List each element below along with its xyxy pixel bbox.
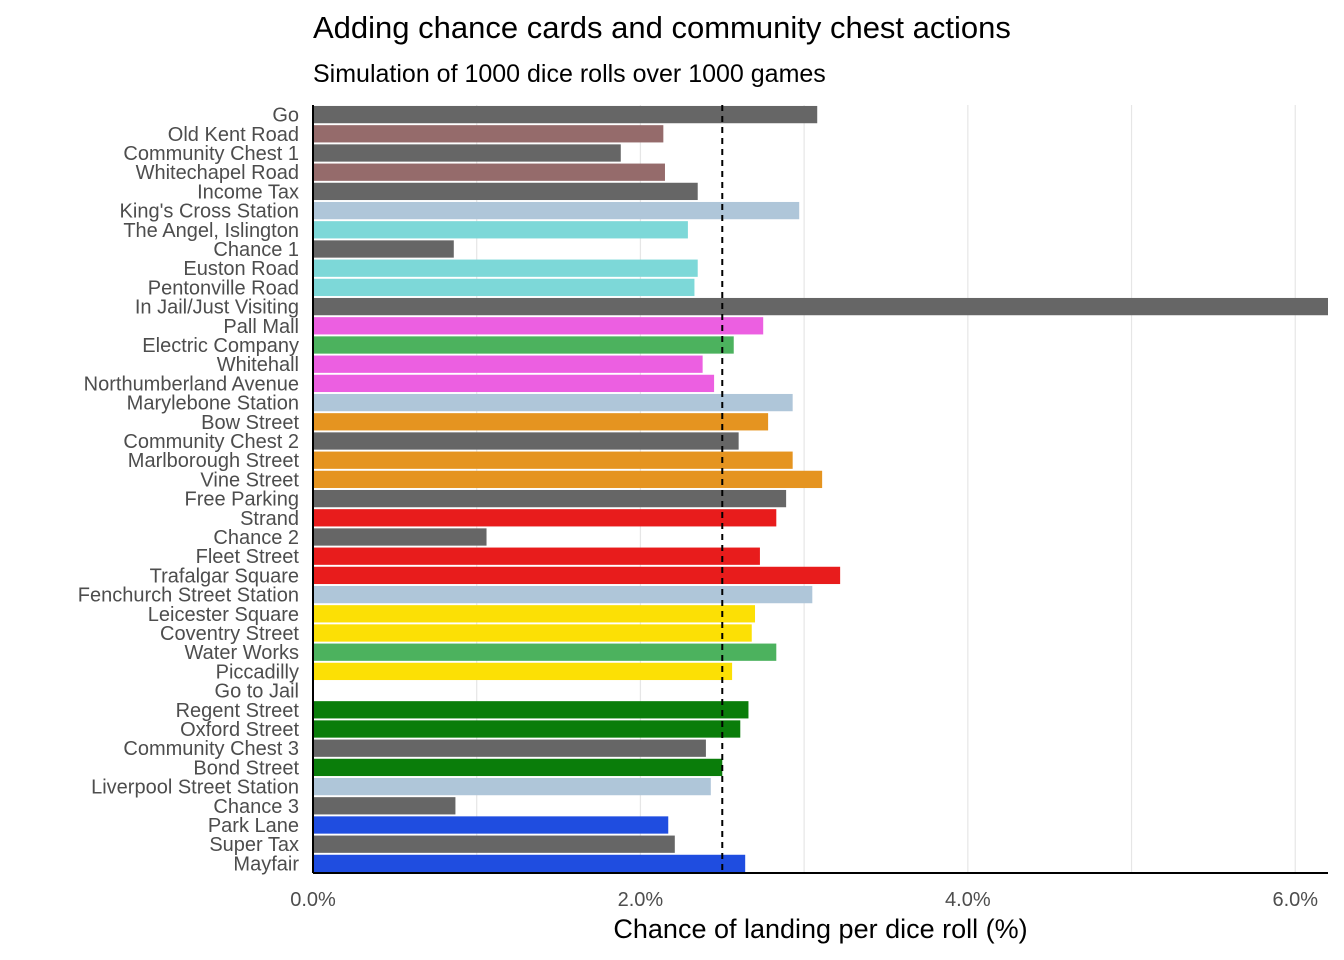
bar: [313, 105, 818, 124]
category-label: Leicester Square: [148, 604, 299, 626]
category-label: Electric Company: [142, 335, 299, 357]
category-label: Super Tax: [209, 834, 299, 856]
bar: [313, 758, 723, 777]
bar: [313, 470, 823, 489]
category-label: Income Tax: [197, 181, 299, 203]
bar: [313, 317, 764, 335]
category-label: Oxford Street: [180, 719, 299, 741]
bar: [313, 739, 706, 757]
category-label: The Angel, Islington: [123, 220, 299, 242]
chart-title: Adding chance cards and community chest …: [313, 10, 1011, 45]
category-label: Park Lane: [208, 815, 299, 837]
bar: [313, 816, 669, 834]
category-label: Fleet Street: [196, 546, 300, 568]
category-label: Whitechapel Road: [136, 162, 299, 184]
bar: [313, 432, 739, 450]
x-tick-label: 2.0%: [618, 889, 664, 911]
bar: [313, 182, 698, 201]
category-label: Liverpool Street Station: [91, 777, 299, 799]
category-label: Free Parking: [185, 489, 300, 511]
bar: [313, 566, 841, 585]
x-tick-label: 0.0%: [290, 889, 336, 911]
category-label: Piccadilly: [216, 661, 299, 683]
x-tick-label: 6.0%: [1272, 889, 1318, 911]
category-label: Go to Jail: [215, 681, 299, 703]
bar: [313, 355, 703, 373]
category-label: Marylebone Station: [127, 393, 299, 415]
bar: [313, 125, 664, 143]
axes: [312, 105, 1328, 874]
bars: [313, 105, 1328, 873]
bar: [313, 509, 777, 527]
bar: [313, 221, 688, 239]
category-label: Water Works: [185, 642, 299, 664]
bar: [313, 297, 1328, 316]
bar: [313, 528, 487, 546]
bar: [313, 413, 769, 431]
bar: [313, 144, 621, 162]
category-label: Northumberland Avenue: [84, 373, 299, 395]
category-label: Mayfair: [233, 853, 299, 875]
category-label: Strand: [240, 508, 299, 530]
bar: [313, 201, 800, 220]
category-label: Old Kent Road: [168, 124, 299, 146]
bar: [313, 451, 793, 469]
category-label: Euston Road: [183, 258, 299, 280]
bar: [313, 547, 760, 565]
category-label: Trafalgar Square: [150, 565, 299, 587]
bar: [313, 163, 665, 181]
category-label: Bond Street: [193, 757, 299, 779]
category-label: Go: [272, 105, 299, 127]
bar: [313, 662, 733, 681]
category-label: Community Chest 2: [123, 431, 299, 453]
bar: [313, 489, 787, 508]
x-tick-label: 4.0%: [945, 889, 991, 911]
bar: [313, 701, 749, 719]
category-label: In Jail/Just Visiting: [135, 297, 299, 319]
bar: [313, 835, 675, 853]
chart-subtitle: Simulation of 1000 dice rolls over 1000 …: [313, 60, 826, 88]
grid-lines: [476, 105, 1296, 873]
category-label: Community Chest 1: [123, 143, 299, 165]
category-label: Vine Street: [200, 469, 299, 491]
bar: [313, 605, 756, 623]
category-label: Fenchurch Street Station: [78, 585, 299, 607]
category-label: Coventry Street: [160, 623, 299, 645]
category-label: Pall Mall: [223, 316, 299, 338]
x-axis-label: Chance of landing per dice roll (%): [613, 914, 1028, 944]
category-label: Regent Street: [176, 700, 300, 722]
category-label: Chance 1: [213, 239, 299, 261]
bar: [313, 854, 746, 873]
bar: [313, 393, 793, 412]
category-label: King's Cross Station: [120, 201, 299, 223]
bar: [313, 259, 698, 277]
category-label: Pentonville Road: [148, 277, 299, 299]
bar: [313, 643, 777, 661]
category-label: Chance 3: [213, 796, 299, 818]
bar: [313, 777, 711, 796]
bar: [313, 336, 734, 354]
category-label: Marlborough Street: [128, 450, 300, 472]
category-label: Bow Street: [201, 412, 299, 434]
bar: [313, 797, 456, 815]
bar: [313, 374, 715, 393]
category-label: Whitehall: [217, 354, 299, 376]
category-label: Community Chest 3: [123, 738, 299, 760]
bar: [313, 240, 454, 258]
bar: [313, 720, 741, 738]
bar: [313, 624, 752, 642]
bar: [313, 585, 813, 604]
category-label: Chance 2: [213, 527, 299, 549]
x-tick-labels: 0.0% 2.0% 4.0% 6.0%: [290, 889, 1318, 911]
bar: [313, 278, 695, 297]
